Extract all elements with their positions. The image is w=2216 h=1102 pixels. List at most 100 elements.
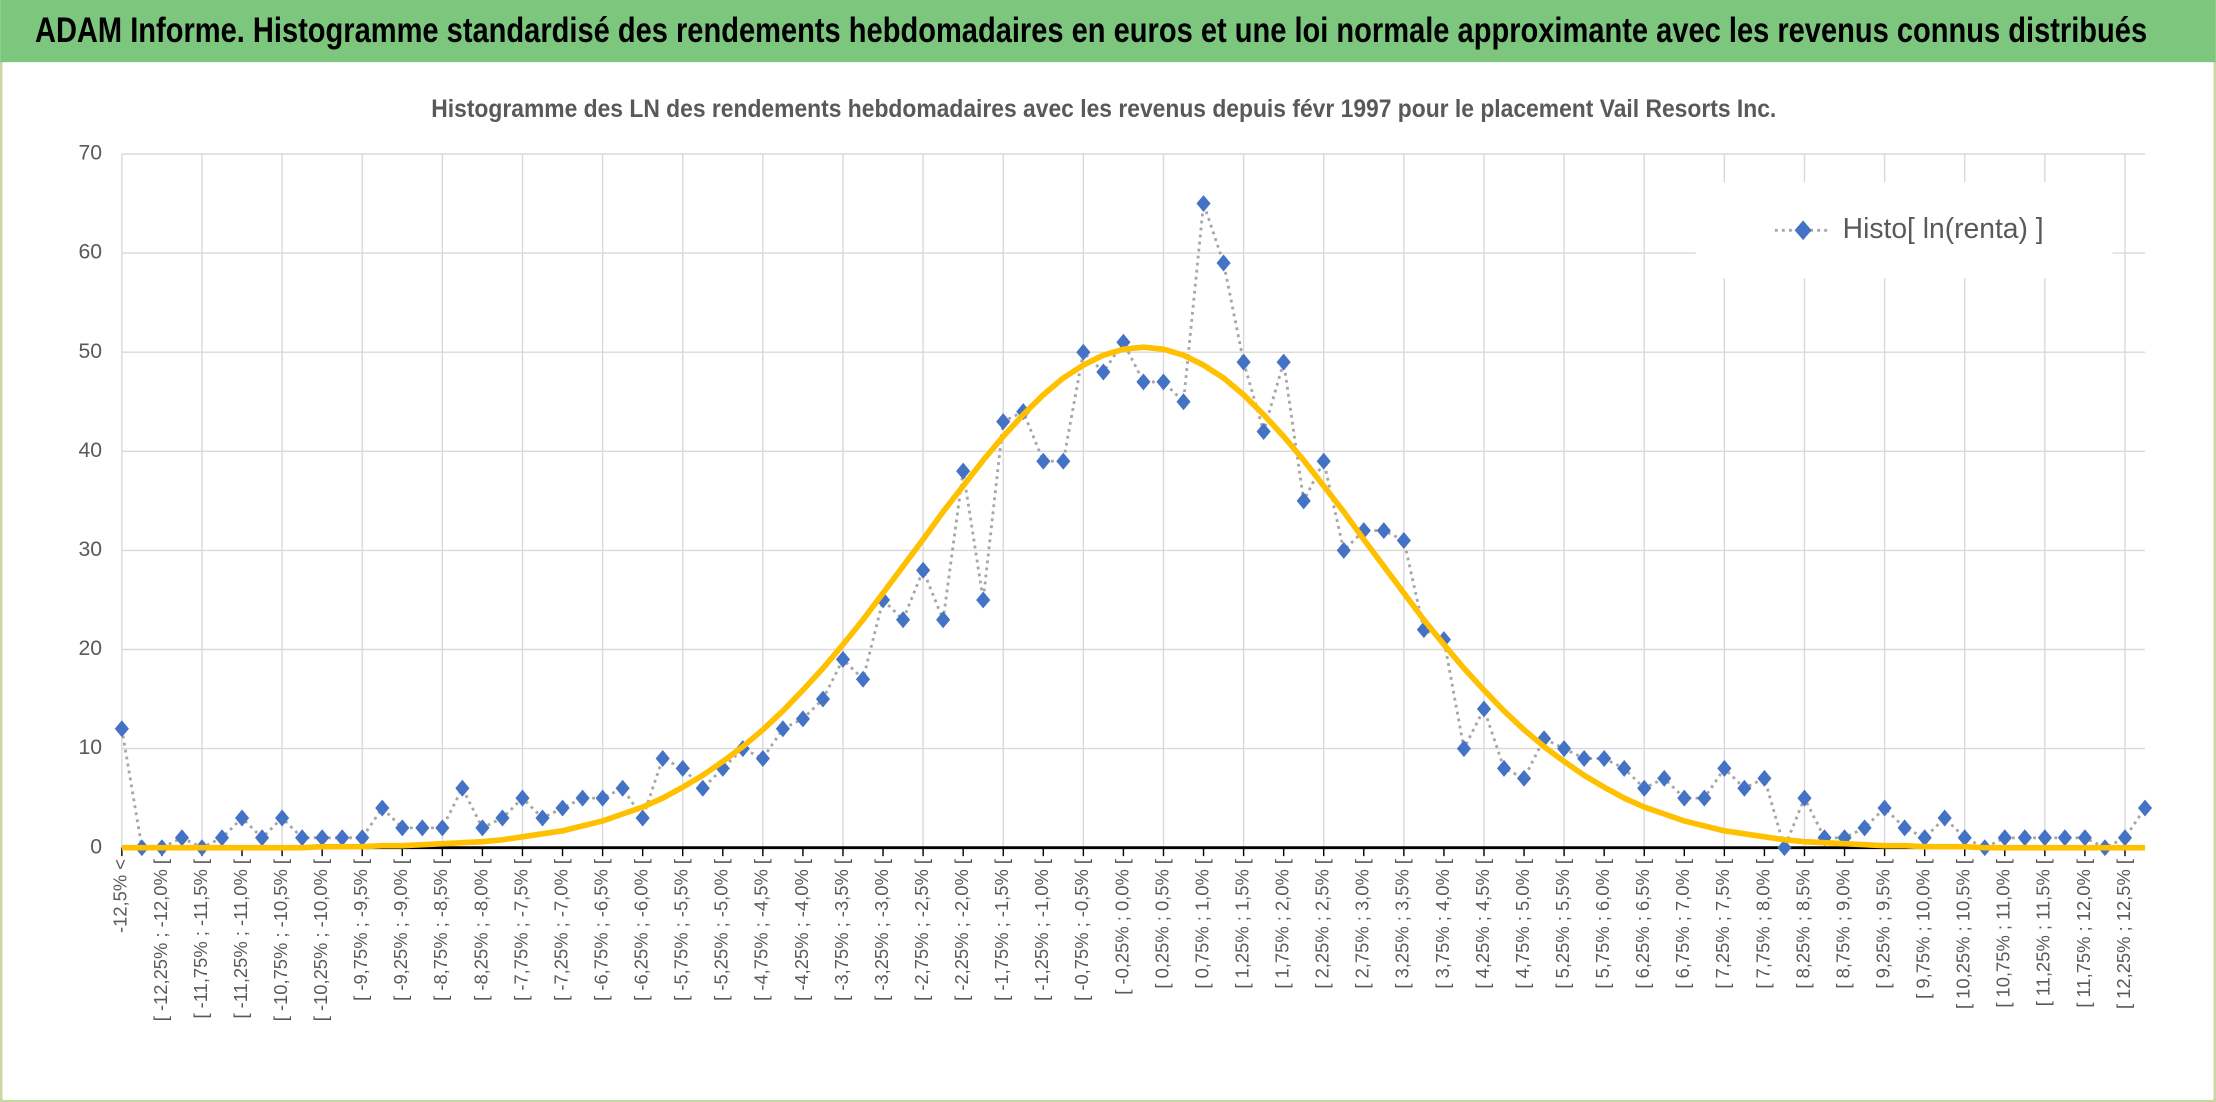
histo-marker bbox=[1957, 829, 1972, 847]
histo-marker bbox=[1516, 769, 1532, 787]
x-tick-label: [ -9,75% ; -9,5% [ bbox=[350, 859, 371, 1001]
x-tick-label: [ 6,25% ; 6,5% [ bbox=[1632, 859, 1653, 989]
histo-marker bbox=[2057, 829, 2072, 847]
x-tick-label: [ 12,25% ; 12,5% [ bbox=[2113, 859, 2134, 1009]
histo-marker bbox=[2077, 829, 2092, 847]
histo-marker bbox=[1857, 819, 1872, 837]
header-bar bbox=[0, 0, 2216, 63]
x-tick-label: [ 6,75% ; 7,0% [ bbox=[1672, 859, 1693, 989]
x-tick-label: [ 0,25% ; 0,5% [ bbox=[1151, 859, 1172, 989]
histo-marker bbox=[1376, 522, 1391, 540]
histo-marker bbox=[896, 611, 911, 629]
histo-marker bbox=[395, 819, 410, 837]
x-tick-label: [ 8,75% ; 9,0% [ bbox=[1832, 859, 1853, 989]
histo-marker bbox=[755, 750, 770, 767]
histo-marker bbox=[1777, 839, 1792, 857]
x-tick-label: [ 2,75% ; 3,0% [ bbox=[1352, 859, 1373, 989]
histo-marker bbox=[956, 462, 971, 480]
x-tick-label: [ -7,25% ; -7,0% [ bbox=[550, 859, 571, 1001]
histo-marker bbox=[1937, 809, 1952, 827]
x-tick-label: [ -3,25% ; -3,0% [ bbox=[871, 859, 892, 1001]
x-tick-label: -12,5% < bbox=[110, 859, 131, 933]
x-tick-label: [ 5,25% ; 5,5% [ bbox=[1552, 859, 1573, 989]
x-tick-label: [ -8,75% ; -8,5% [ bbox=[430, 859, 451, 1001]
histo-marker bbox=[1496, 759, 1512, 777]
y-tick-label: 40 bbox=[78, 439, 102, 462]
histo-line bbox=[120, 203, 2147, 853]
histo-marker bbox=[2017, 829, 2032, 847]
x-tick-label: [ -9,25% ; -9,0% [ bbox=[390, 859, 411, 1001]
x-tick-label: [ -10,75% ; -10,5% [ bbox=[270, 859, 291, 1021]
histo-marker bbox=[1256, 422, 1271, 440]
histo-marker bbox=[1296, 492, 1311, 510]
y-tick-label: 70 bbox=[78, 142, 102, 165]
x-tick-label: [ 7,25% ; 7,5% [ bbox=[1712, 859, 1733, 989]
histo-marker bbox=[976, 591, 991, 609]
histo-marker bbox=[996, 413, 1011, 431]
histo-marker bbox=[775, 720, 790, 738]
x-tick-label: [ -2,75% ; -2,5% [ bbox=[911, 859, 932, 1001]
x-tick-label: [ -6,75% ; -6,5% [ bbox=[590, 859, 611, 1001]
x-tick-label: [ 10,25% ; 10,5% [ bbox=[1953, 859, 1974, 1009]
histo-marker bbox=[1176, 393, 1191, 411]
histo-marker bbox=[595, 789, 610, 807]
histo-marker bbox=[214, 829, 230, 847]
histo-marker bbox=[1617, 759, 1632, 777]
x-tick-label: [ 4,25% ; 4,5% [ bbox=[1472, 859, 1493, 989]
histo-marker bbox=[1737, 779, 1752, 797]
x-tick-label: [ 11,25% ; 11,5% [ bbox=[2033, 859, 2054, 1006]
histo-marker bbox=[1717, 759, 1732, 777]
y-tick-label: 20 bbox=[78, 637, 102, 660]
x-tick-label: [ 11,75% ; 12,0% [ bbox=[2073, 859, 2094, 1008]
histo-marker bbox=[695, 779, 710, 797]
histo-marker bbox=[835, 650, 851, 668]
histo-marker bbox=[1997, 829, 2012, 847]
histo-marker bbox=[455, 779, 470, 797]
histo-marker bbox=[1877, 799, 1892, 817]
x-tick-label: [ 5,75% ; 6,0% [ bbox=[1592, 859, 1613, 989]
histo-marker bbox=[916, 561, 931, 579]
x-tick-label: [ -0,25% ; 0,0% [ bbox=[1111, 859, 1132, 995]
x-tick-label: [ -7,75% ; -7,5% [ bbox=[510, 859, 531, 1001]
x-tick-label: [ -11,25% ; -11,0% [ bbox=[230, 859, 251, 1019]
y-tick-label: 60 bbox=[78, 241, 102, 264]
histo-marker bbox=[1396, 532, 1411, 549]
histo-marker bbox=[1476, 700, 1492, 718]
x-tick-label: [ -1,25% ; -1,0% [ bbox=[1031, 859, 1052, 1001]
y-tick-label: 30 bbox=[78, 538, 102, 561]
x-tick-label: [ -12,25% ; -12,0% [ bbox=[150, 859, 171, 1021]
histo-marker bbox=[535, 809, 550, 827]
x-tick-label: [ 3,75% ; 4,0% [ bbox=[1432, 859, 1453, 989]
x-tick-label: [ 1,25% ; 1,5% [ bbox=[1231, 859, 1252, 989]
histo-marker bbox=[275, 809, 290, 827]
x-tick-label: [ -4,75% ; -4,5% [ bbox=[751, 859, 772, 1001]
histo-marker bbox=[375, 799, 390, 817]
histo-marker bbox=[335, 829, 350, 847]
histo-marker bbox=[815, 690, 831, 708]
histo-marker bbox=[795, 710, 810, 728]
histo-marker bbox=[174, 829, 190, 847]
x-tick-label: [ -1,75% ; -1,5% [ bbox=[991, 859, 1012, 1001]
x-tick-label: [ -3,75% ; -3,5% [ bbox=[831, 859, 852, 1001]
histo-marker bbox=[1577, 750, 1592, 767]
x-tick-label: [ 4,75% ; 5,0% [ bbox=[1512, 859, 1533, 989]
x-tick-label: [ 3,25% ; 3,5% [ bbox=[1392, 859, 1413, 989]
histo-marker bbox=[234, 809, 250, 827]
histo-marker bbox=[1096, 363, 1111, 381]
histo-marker bbox=[1036, 452, 1051, 470]
histo-marker bbox=[1637, 779, 1652, 797]
x-tick-label: [ -6,25% ; -6,0% [ bbox=[631, 859, 652, 1001]
x-tick-label: [ -11,75% ; -11,5% [ bbox=[190, 859, 211, 1019]
x-tick-label: [ 9,75% ; 10,0% [ bbox=[1913, 859, 1934, 999]
y-tick-label: 10 bbox=[78, 736, 102, 759]
histo-marker bbox=[675, 759, 690, 777]
histo-marker bbox=[1076, 343, 1091, 361]
histo-marker bbox=[475, 819, 490, 837]
histo-marker bbox=[415, 819, 430, 837]
normal-curve bbox=[121, 344, 2146, 851]
histo-marker bbox=[1056, 452, 1071, 470]
x-tick-label: [ 10,75% ; 11,0% [ bbox=[1993, 859, 2014, 1008]
x-tick-label: [ -4,25% ; -4,0% [ bbox=[791, 859, 812, 1001]
